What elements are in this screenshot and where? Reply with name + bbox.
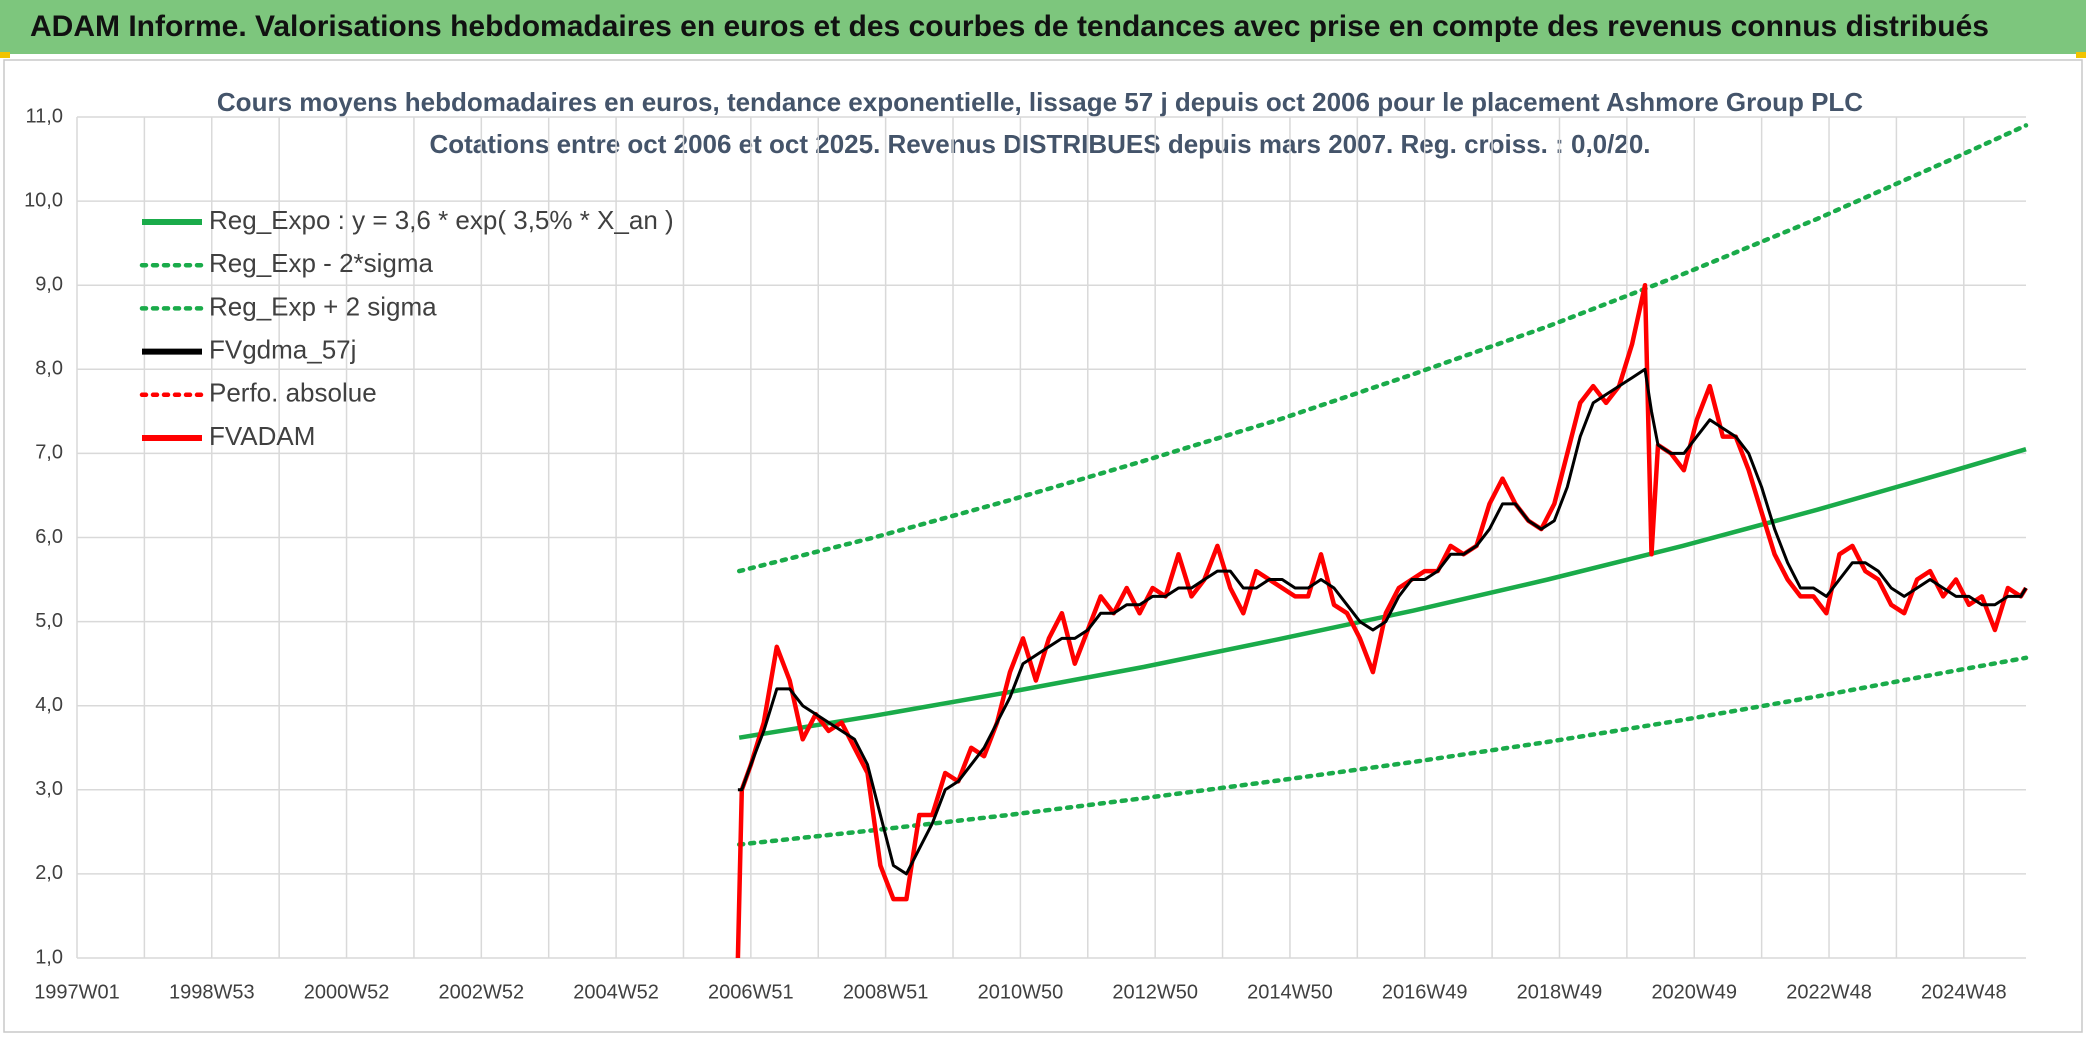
legend-label: Reg_Exp - 2*sigma <box>209 248 434 278</box>
x-tick-label: 2020W49 <box>1651 981 1737 1003</box>
chart-title: Cours moyens hebdomadaires en euros, ten… <box>217 87 1863 117</box>
series-line <box>736 123 2029 574</box>
header-band <box>0 0 2086 54</box>
y-tick-label: 5,0 <box>35 610 63 632</box>
series-line <box>737 367 2028 876</box>
x-tick-label: 2012W50 <box>1112 981 1198 1003</box>
series-line <box>735 282 2028 959</box>
series-line <box>736 655 2029 847</box>
chart: Cours moyens hebdomadaires en euros, ten… <box>217 87 1863 159</box>
y-tick-label: 3,0 <box>35 778 63 800</box>
legend-label: FVADAM <box>209 421 315 451</box>
series-line <box>738 447 2027 740</box>
y-tick-label: 11,0 <box>26 105 63 127</box>
x-tick-label: 2008W51 <box>843 981 929 1003</box>
y-tick-label: 4,0 <box>35 694 63 716</box>
y-tick-label: 2,0 <box>35 862 63 884</box>
header-title: ADAM Informe. Valorisations hebdomadaire… <box>30 10 1989 43</box>
x-tick-label: 2014W50 <box>1247 981 1333 1003</box>
y-tick-label: 1,0 <box>35 946 63 968</box>
chart-frame <box>3 59 2083 1033</box>
x-tick-label: 2022W48 <box>1786 981 1872 1003</box>
x-tick-label: 2000W52 <box>304 981 390 1003</box>
x-tick-label: 1997W01 <box>34 981 120 1003</box>
chart-subtitle: Cotations entre oct 2006 et oct 2025. Re… <box>429 129 1650 159</box>
y-tick-label: 10,0 <box>24 189 63 211</box>
corner <box>0 52 10 58</box>
y-tick-label: 8,0 <box>35 358 63 380</box>
plot <box>735 123 2029 959</box>
x-tick-label: 2024W48 <box>1921 981 2007 1003</box>
x-tick-label: 2010W50 <box>978 981 1064 1003</box>
y-tick-label: 6,0 <box>35 526 63 548</box>
x-tick-label: 2004W52 <box>573 981 659 1003</box>
legend-label: Reg_Exp + 2 sigma <box>209 291 437 321</box>
y-tick-label: 7,0 <box>35 442 63 464</box>
legend-label: Perfo. absolue <box>209 378 377 408</box>
legend-label: FVgdma_57j <box>209 334 356 364</box>
y-tick-label: 9,0 <box>35 273 63 295</box>
legend-label: Reg_Expo : y = 3,6 * exp( 3,5% * X_an ) <box>209 205 674 235</box>
grid <box>76 116 2026 959</box>
corner <box>2076 52 2086 58</box>
x-tick-label: 2016W49 <box>1382 981 1468 1003</box>
x-tick-label: 1998W53 <box>169 981 255 1003</box>
x-tick-label: 2018W49 <box>1517 981 1603 1003</box>
x-tick-label: 2006W51 <box>708 981 794 1003</box>
legend: Reg_Expo : y = 3,6 * exp( 3,5% * X_an ) R… <box>139 205 674 451</box>
tick-labels: 1,0 2,0 3,0 4,0 5,0 6,0 7,0 8,0 9,0 10,0 11,0 1997W… <box>24 105 2007 1003</box>
x-tick-label: 2002W52 <box>439 981 525 1003</box>
